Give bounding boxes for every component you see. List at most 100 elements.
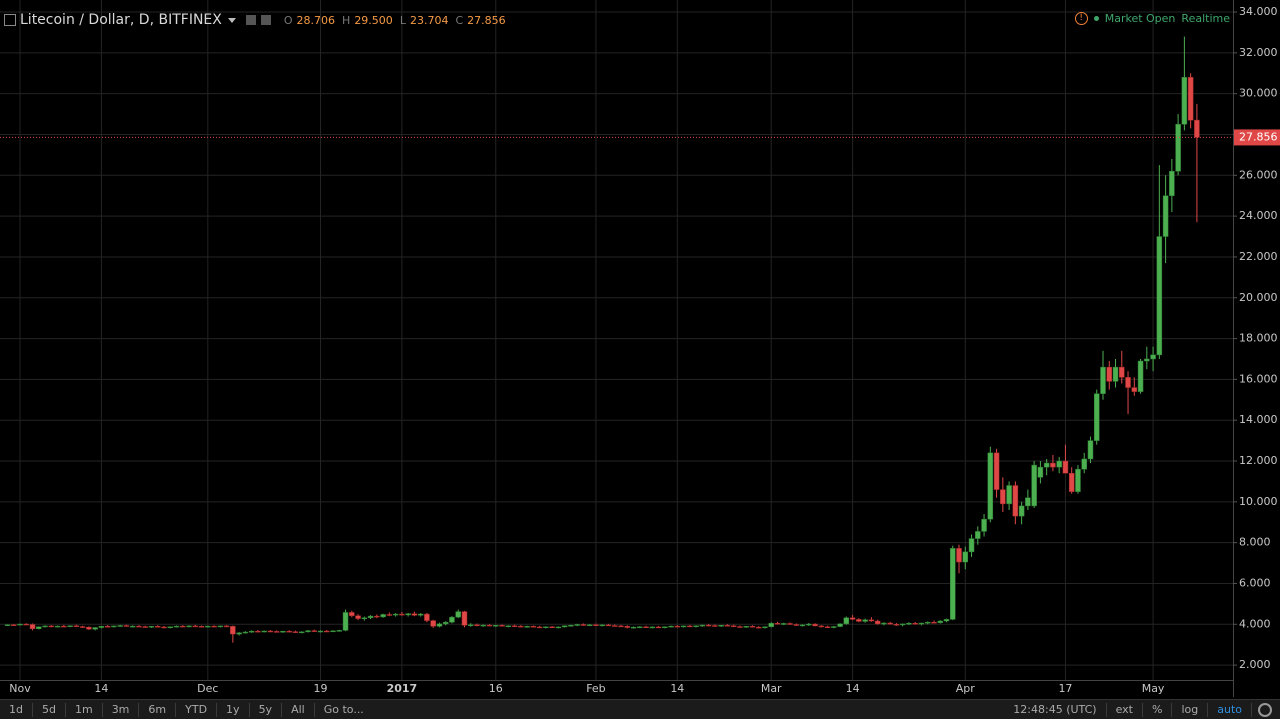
icon[interactable] (260, 15, 271, 25)
candle-body (849, 617, 856, 620)
candle-body (956, 548, 962, 563)
y-tick-label: 8.000 (1239, 536, 1271, 549)
candle-body (856, 619, 862, 622)
candle-body (355, 615, 361, 619)
y-tick-label: 20.000 (1239, 291, 1278, 304)
x-tick-label: Mar (761, 682, 782, 695)
x-tick-label: 16 (489, 682, 503, 695)
x-tick-label: Feb (586, 682, 605, 695)
range-button[interactable]: 3m (111, 703, 130, 716)
candle-body (586, 624, 593, 626)
candle-body (918, 622, 925, 625)
candle-body (943, 619, 950, 622)
candle-body (104, 626, 111, 628)
candle-body (23, 623, 30, 626)
candle-body (154, 626, 161, 628)
range-button[interactable]: YTD (185, 703, 208, 716)
candle-body (1062, 460, 1069, 474)
chart: 2.000 4.000 6.000 8.000 10.000 12.000 14.000 16… (0, 0, 1280, 699)
range-button[interactable]: 5d (41, 703, 56, 716)
candle-body (367, 615, 374, 619)
candle-body (1131, 387, 1138, 392)
candle-body (574, 624, 580, 626)
candle-body (950, 548, 956, 620)
range-button[interactable]: All (291, 703, 305, 716)
candle-body (499, 625, 505, 627)
auto-button[interactable]: auto (1217, 703, 1242, 716)
candle-body (455, 611, 461, 618)
ohlc-legend: O 28.706 H 29.500 L 23.704 C 27.856 (284, 14, 509, 27)
candle-body (687, 625, 693, 628)
range-button[interactable]: 5y (258, 703, 273, 716)
candle-body (230, 626, 236, 635)
candle-body (129, 625, 136, 628)
candle-body (887, 622, 893, 625)
candle-body (1012, 485, 1019, 517)
candle-body (273, 631, 280, 633)
range-button[interactable]: 6m (148, 703, 167, 716)
candle-body (167, 626, 174, 629)
separator (31, 702, 33, 717)
symbol-menu[interactable] (227, 17, 236, 23)
candle-body (899, 623, 906, 626)
candle-body (4, 624, 11, 626)
candle-body (755, 626, 762, 629)
ohlc-key: H (342, 13, 351, 27)
option-button[interactable]: ext (1115, 703, 1133, 716)
candle-body (580, 624, 587, 626)
candle-body (530, 626, 537, 628)
goto-button[interactable]: Go to... (323, 703, 364, 716)
icon[interactable] (245, 15, 256, 25)
option-button[interactable]: % (1152, 703, 1163, 716)
candle-body (743, 626, 749, 628)
warning-icon[interactable]: ! (1074, 12, 1088, 25)
candles (0, 36, 1233, 643)
candle-body (874, 620, 881, 625)
candle-body (962, 551, 969, 563)
candle-body (787, 623, 793, 625)
candle-body (480, 624, 487, 627)
candle-body (92, 627, 98, 630)
candle-body (643, 626, 649, 628)
candle-body (699, 624, 706, 627)
candle-body (11, 624, 17, 626)
chart-title[interactable]: Litecoin / Dollar, D, BITFINEX (20, 12, 222, 28)
candle-body (637, 626, 643, 628)
y-tick-label: 10.000 (1239, 495, 1278, 508)
option-button[interactable]: log (1181, 703, 1199, 716)
x-tick-label: 19 (314, 682, 328, 695)
y-tick-label: 32.000 (1239, 46, 1278, 59)
candle-body (1093, 393, 1100, 441)
candle-body (255, 630, 261, 633)
candle-body (136, 625, 142, 628)
candle-body (730, 625, 737, 627)
ohlc-value: 29.500 (354, 13, 393, 27)
separator (1171, 702, 1173, 717)
candle-body (568, 625, 574, 627)
candle-body (968, 538, 975, 553)
y-tick-label: 4.000 (1239, 617, 1271, 630)
candle-body (655, 626, 662, 629)
range-button[interactable]: 1y (226, 703, 240, 716)
y-tick-label: 6.000 (1239, 576, 1271, 589)
candle-body (793, 624, 800, 626)
candle-body (812, 623, 818, 627)
candle-body (79, 626, 86, 628)
separator (64, 702, 66, 717)
candle-body (417, 613, 424, 616)
candle-body (54, 625, 61, 628)
settings-icon[interactable] (1258, 702, 1272, 717)
candle-body (1181, 77, 1188, 125)
collapse-icon[interactable] (4, 14, 16, 26)
candle-body (261, 630, 267, 633)
candle-body (411, 613, 418, 616)
candle-body (1112, 366, 1119, 382)
candle-body (198, 626, 205, 628)
candle-body (86, 626, 92, 630)
range-button[interactable]: 1d (9, 703, 23, 716)
candle-body (461, 611, 468, 626)
candle-body (906, 623, 912, 625)
candle-body (424, 613, 430, 621)
range-button[interactable]: 1m (74, 703, 93, 716)
candle-body (837, 623, 843, 627)
